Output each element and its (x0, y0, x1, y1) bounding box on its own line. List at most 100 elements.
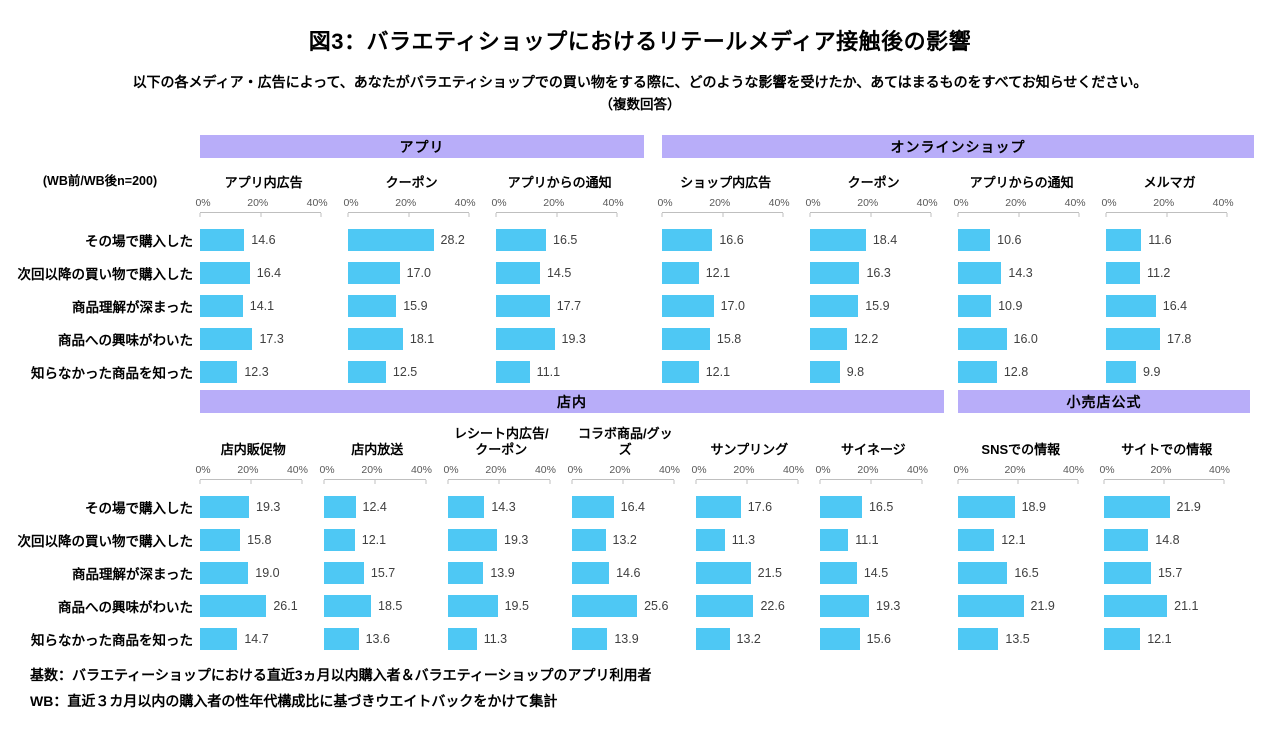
axis-line (957, 211, 1080, 217)
bar (810, 294, 859, 317)
bar-track: 19.3 (200, 495, 302, 518)
bar (448, 495, 485, 518)
bar-cell: 13.2 (572, 523, 696, 556)
axis-tick (549, 479, 551, 484)
axis-tick (870, 212, 872, 217)
bar-cell: 19.3 (820, 589, 944, 622)
bar-cell: 13.9 (572, 622, 696, 655)
chart-title-cell: クーポン (348, 159, 496, 195)
bar-cell: 15.8 (662, 322, 810, 355)
value-label: 17.0 (720, 298, 745, 313)
value-label: 21.5 (757, 565, 782, 580)
category-label-cell: 知らなかった商品を知った (0, 355, 200, 388)
axis-line (957, 478, 1079, 484)
bar (348, 261, 400, 284)
axis-line (1105, 211, 1228, 217)
section-app-onlineshop: アプリ オンラインショップ (WB前/WB後n=200) アプリ内広告 クーポン アプリか… (0, 135, 1280, 388)
axis-tick-label: 20% (709, 197, 731, 209)
bar (958, 360, 997, 383)
bar-track: 13.5 (958, 627, 1078, 650)
bar (448, 594, 498, 617)
value-label: 16.5 (868, 499, 894, 514)
chart-title: アプリからの通知 (507, 174, 612, 190)
bar (324, 594, 372, 617)
bar-cell: 10.9 (958, 289, 1106, 322)
axis-tick (320, 212, 322, 217)
axis-tick-label: 20% (1004, 464, 1026, 476)
value-label: 22.6 (760, 598, 785, 613)
value-label: 15.8 (716, 331, 742, 346)
chart-title: SNSでの情報 (981, 441, 1061, 457)
axis-tick (1017, 479, 1019, 484)
value-label: 13.6 (365, 631, 390, 646)
axis-tick-label: 40% (306, 197, 328, 209)
bar-cell: 19.3 (496, 322, 644, 355)
bar (324, 561, 364, 584)
bar-cell: 25.6 (572, 589, 696, 622)
value-label: 15.9 (403, 298, 428, 313)
bar-track: 15.7 (1104, 561, 1224, 584)
axis-tick-labels: 0% 20% 40% (1099, 465, 1230, 476)
category-label: 知らなかった商品を知った (31, 632, 193, 648)
bar (324, 627, 359, 650)
bar (958, 294, 992, 317)
bar (696, 495, 741, 518)
bar-track: 16.5 (496, 228, 617, 251)
bar-track: 28.2 (348, 228, 469, 251)
chart-title-cell: ショップ内広告 (662, 159, 810, 195)
bar-cell: 13.6 (324, 622, 448, 655)
axis-tick (819, 479, 821, 484)
bar-cell: 11.2 (1106, 256, 1254, 289)
axis-tick (782, 212, 784, 217)
bar-track: 12.1 (662, 360, 783, 383)
bar (496, 261, 540, 284)
chart-title: ショップ内広告 (680, 174, 772, 190)
axis-tick-label: 20% (247, 197, 269, 209)
axis-tick (1018, 212, 1020, 217)
bar-track: 18.9 (958, 495, 1078, 518)
value-label: 9.8 (846, 364, 865, 379)
axis-tick-label: 0% (953, 464, 969, 476)
chart-title-cell: アプリからの通知 (496, 159, 644, 195)
chart-title-cell: レシート内広告/クーポン (448, 414, 572, 462)
axis-tick-label: 0% (815, 464, 831, 476)
bar-cell: 12.1 (662, 355, 810, 388)
bar-cell: 16.0 (958, 322, 1106, 355)
bar (348, 228, 434, 251)
bar-cell: 14.7 (200, 622, 324, 655)
bar-track: 21.5 (696, 561, 798, 584)
axis-tick-label: 20% (1153, 197, 1175, 209)
bar (810, 327, 847, 350)
axis: 0% 20% 40% (691, 465, 804, 484)
axis-line (447, 478, 551, 484)
bar-track: 25.6 (572, 594, 674, 617)
bar-cell: 10.6 (958, 223, 1106, 256)
axis-tick-label: 20% (857, 464, 879, 476)
bar (448, 528, 498, 551)
value-label: 26.1 (273, 598, 298, 613)
bar-track: 12.3 (200, 360, 321, 383)
chart-title-cell: メルマガ (1106, 159, 1254, 195)
bar-cell: 16.5 (958, 556, 1104, 589)
value-label: 14.8 (1155, 532, 1180, 547)
value-label: 16.4 (1162, 298, 1188, 313)
group-gap (644, 289, 662, 322)
bar-track: 21.9 (1104, 495, 1224, 518)
axis-tick-label: 40% (454, 197, 476, 209)
value-label: 11.2 (1146, 265, 1171, 280)
axis-tick-label: 20% (485, 464, 507, 476)
bar (1106, 360, 1137, 383)
bar-cell: 9.9 (1106, 355, 1254, 388)
bar (958, 627, 999, 650)
chart-title-cell: 店内販促物 (200, 414, 324, 462)
bar (324, 495, 356, 518)
axis-tick-label: 20% (237, 464, 259, 476)
bar-track: 16.5 (820, 495, 922, 518)
axis-cell: 0% 20% 40% (195, 195, 348, 223)
axis-tick-labels: 0% 20% 40% (815, 464, 928, 476)
bar (200, 360, 238, 383)
category-label-cell: その場で購入した (0, 223, 200, 256)
bar-cell: 16.5 (496, 223, 644, 256)
bar-cell: 19.3 (448, 523, 572, 556)
axis-tick-label: 40% (916, 197, 938, 209)
